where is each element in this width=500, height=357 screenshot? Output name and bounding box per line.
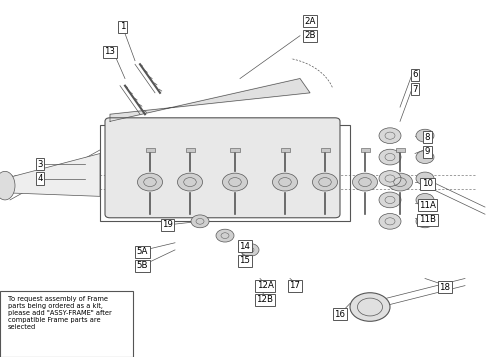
Circle shape — [416, 172, 434, 185]
Text: 14: 14 — [240, 242, 250, 251]
FancyBboxPatch shape — [396, 148, 404, 152]
Circle shape — [416, 151, 434, 164]
Text: 6: 6 — [412, 70, 418, 80]
FancyBboxPatch shape — [146, 148, 154, 152]
Circle shape — [178, 173, 203, 191]
Circle shape — [416, 193, 434, 206]
Polygon shape — [110, 79, 310, 121]
Text: 10: 10 — [422, 179, 433, 188]
Circle shape — [312, 173, 338, 191]
Circle shape — [379, 171, 401, 186]
Ellipse shape — [0, 171, 15, 200]
Text: 5B: 5B — [137, 261, 148, 271]
Circle shape — [416, 129, 434, 142]
FancyBboxPatch shape — [360, 148, 370, 152]
Circle shape — [388, 173, 412, 191]
Text: To request assembly of Frame
parts being ordered as a kit,
please add "ASSY-FRAM: To request assembly of Frame parts being… — [8, 296, 111, 330]
FancyBboxPatch shape — [280, 148, 289, 152]
Text: 4: 4 — [37, 174, 43, 183]
Text: 19: 19 — [162, 220, 173, 230]
Circle shape — [350, 293, 390, 321]
Text: 11A: 11A — [419, 201, 436, 210]
Text: 2B: 2B — [304, 31, 316, 40]
Circle shape — [272, 173, 297, 191]
Circle shape — [241, 243, 259, 256]
Circle shape — [379, 128, 401, 144]
Text: 16: 16 — [334, 310, 345, 319]
Text: 11B: 11B — [419, 215, 436, 224]
Circle shape — [352, 173, 378, 191]
FancyBboxPatch shape — [105, 118, 340, 218]
Text: 7: 7 — [412, 85, 418, 94]
Circle shape — [222, 173, 248, 191]
Text: 13: 13 — [104, 47, 116, 56]
FancyBboxPatch shape — [186, 148, 194, 152]
Circle shape — [216, 229, 234, 242]
FancyBboxPatch shape — [0, 291, 132, 357]
Circle shape — [191, 215, 209, 228]
Text: 12A: 12A — [256, 281, 274, 290]
Text: 17: 17 — [290, 281, 300, 290]
Text: 5A: 5A — [137, 247, 148, 256]
Circle shape — [379, 213, 401, 229]
Text: 9: 9 — [425, 147, 430, 156]
Text: 1: 1 — [120, 22, 125, 31]
Text: 3: 3 — [37, 160, 43, 169]
Polygon shape — [5, 154, 100, 196]
Text: 8: 8 — [425, 133, 430, 142]
FancyBboxPatch shape — [320, 148, 330, 152]
Circle shape — [379, 149, 401, 165]
Circle shape — [138, 173, 162, 191]
Text: 2A: 2A — [304, 17, 316, 26]
Circle shape — [379, 192, 401, 208]
FancyBboxPatch shape — [230, 148, 239, 152]
Text: 18: 18 — [440, 283, 450, 292]
Circle shape — [416, 215, 434, 228]
Text: 12B: 12B — [256, 295, 274, 305]
Text: 15: 15 — [240, 256, 250, 265]
